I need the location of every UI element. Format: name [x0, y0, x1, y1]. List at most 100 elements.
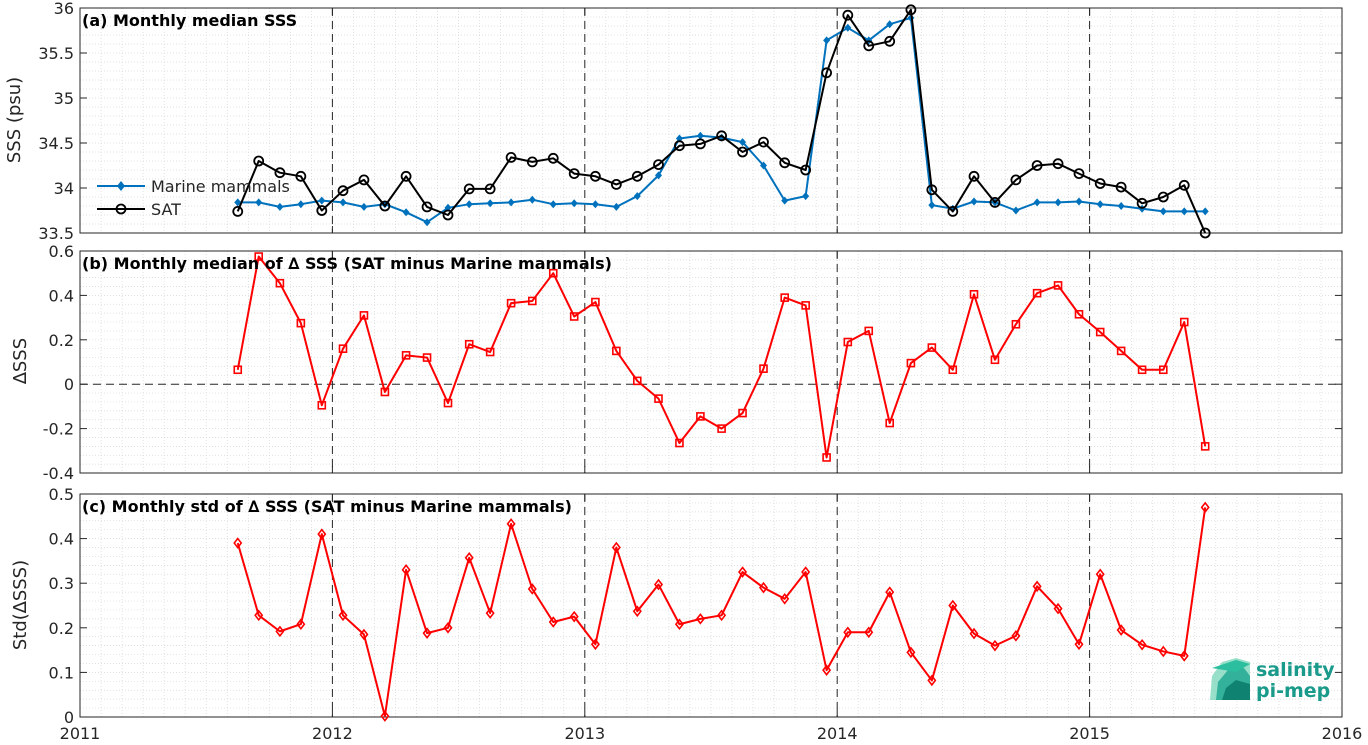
data-point — [1031, 160, 1043, 171]
data-point — [1201, 207, 1209, 216]
data-point — [780, 293, 790, 302]
data-point — [969, 627, 979, 640]
data-point — [422, 353, 432, 362]
data-point — [1136, 197, 1148, 209]
data-point — [1096, 200, 1104, 209]
axes-box — [79, 493, 1343, 718]
data-point — [591, 297, 600, 307]
data-point — [822, 453, 831, 462]
data-point — [1200, 442, 1210, 451]
data-point — [1032, 580, 1042, 593]
data-point — [884, 35, 896, 47]
data-point — [359, 628, 369, 641]
data-point — [359, 311, 369, 320]
data-point — [570, 199, 578, 208]
data-point — [653, 578, 664, 591]
panel-c-title: (c) Monthly std of ∆ SSS (SAT minus Mari… — [82, 497, 572, 516]
data-point — [232, 205, 244, 217]
y-tick-label: 35 — [54, 89, 74, 108]
y-tick-label: 0 — [64, 375, 74, 394]
data-point — [316, 205, 328, 216]
data-point — [423, 218, 431, 227]
data-point — [318, 196, 326, 205]
data-point — [548, 268, 558, 278]
data-point — [969, 289, 979, 299]
data-point — [1074, 638, 1084, 651]
y-tick-label: 33.5 — [38, 224, 74, 243]
data-point — [338, 344, 348, 353]
data-point — [843, 337, 853, 347]
y-tick-label: 34 — [54, 179, 74, 198]
data-point — [444, 203, 452, 212]
data-point — [296, 318, 306, 328]
data-point — [442, 209, 454, 221]
data-point — [905, 4, 917, 16]
x-tick-label: 2011 — [60, 724, 101, 743]
data-point — [948, 599, 958, 612]
data-point — [990, 355, 1000, 365]
panel-a-ylabel: SSS (psu) — [4, 77, 25, 163]
data-point — [654, 394, 663, 403]
data-point — [380, 387, 390, 397]
data-point — [759, 161, 767, 170]
data-point — [716, 130, 728, 142]
panel-b-ylabel: ∆SSS — [10, 338, 31, 385]
data-point — [612, 202, 620, 211]
legend-label-sat: SAT — [151, 200, 181, 219]
axes-box — [79, 250, 1343, 474]
data-point — [695, 613, 705, 625]
data-point — [1199, 227, 1211, 239]
data-point — [1012, 206, 1020, 215]
series-line-delta — [236, 255, 1207, 459]
data-point — [717, 424, 726, 433]
data-point — [674, 140, 685, 152]
data-point — [548, 616, 558, 628]
data-point — [505, 151, 517, 163]
data-point — [464, 551, 474, 564]
data-point — [1075, 197, 1083, 206]
data-point — [632, 376, 642, 386]
data-point — [1073, 168, 1085, 180]
data-point — [927, 674, 937, 687]
axes-box — [79, 7, 1343, 234]
data-point — [1011, 319, 1021, 329]
data-point — [506, 518, 516, 530]
data-point — [1179, 317, 1189, 327]
data-point — [339, 198, 347, 207]
data-point — [1117, 202, 1125, 210]
y-tick-label: 0.3 — [49, 574, 74, 593]
data-point — [801, 566, 811, 578]
data-point — [758, 136, 769, 148]
data-point — [844, 23, 852, 32]
data-point — [717, 609, 727, 622]
data-point — [1033, 198, 1041, 207]
data-point — [1158, 645, 1168, 658]
data-point — [254, 609, 264, 622]
data-point — [864, 326, 874, 336]
data-point — [549, 200, 557, 209]
data-point — [696, 412, 705, 421]
x-tick-label: 2016 — [1322, 724, 1363, 743]
y-tick-label: 0.2 — [49, 331, 74, 350]
data-point — [421, 201, 433, 213]
data-point — [274, 167, 286, 179]
data-point — [338, 609, 348, 622]
legend: Marine mammals SAT — [97, 177, 290, 219]
data-point — [737, 146, 748, 158]
data-point — [317, 400, 327, 410]
panel-b-delta-sss: -0.4 -0.2 0 0.2 0.4 0.6 — [43, 242, 1343, 483]
data-point — [781, 196, 789, 205]
panel-a-sss: 33.5 34 34.5 35 35.5 36 — [38, 0, 1343, 243]
data-point — [1053, 281, 1063, 290]
data-point — [360, 202, 368, 211]
data-point — [1010, 174, 1022, 186]
data-point — [401, 351, 411, 360]
data-point — [739, 138, 747, 147]
legend-label-marine-mammals: Marine mammals — [151, 177, 290, 196]
data-point — [886, 20, 894, 29]
data-point — [990, 639, 1000, 652]
data-point — [906, 358, 916, 368]
data-point — [675, 134, 683, 143]
data-point — [633, 192, 641, 201]
data-point — [484, 183, 496, 195]
